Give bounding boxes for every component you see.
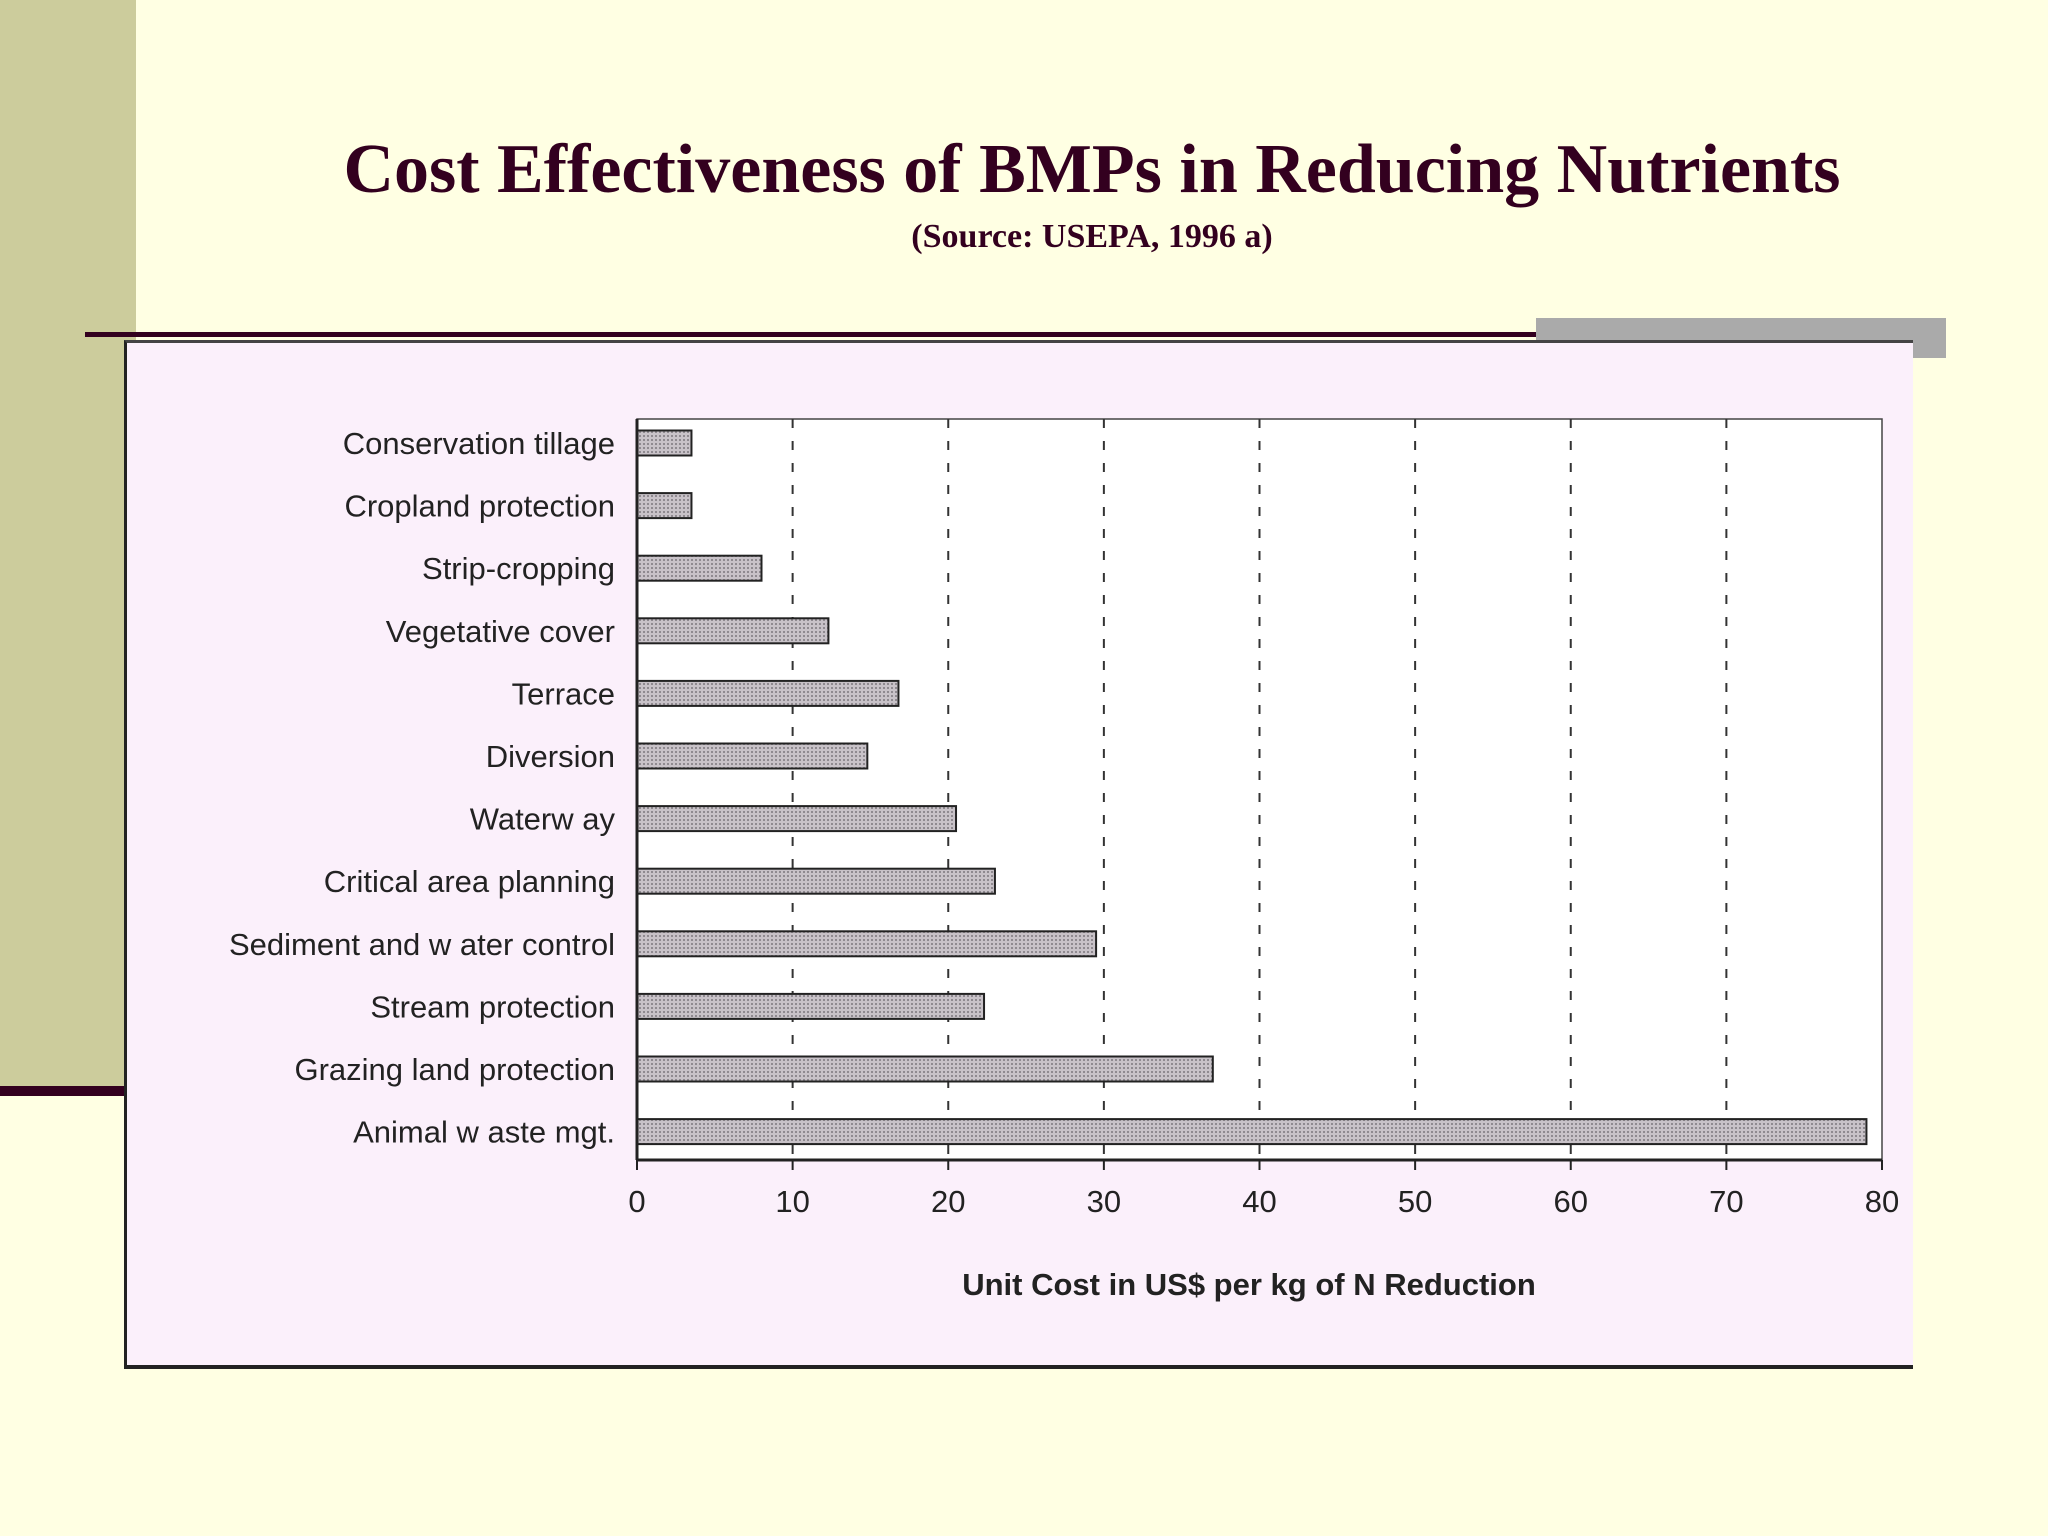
x-tick-label: 20	[931, 1184, 965, 1219]
category-label: Vegetative cover	[386, 614, 615, 649]
bar	[636, 1055, 1214, 1083]
category-label: Waterw ay	[470, 802, 616, 837]
category-label: Diversion	[486, 739, 615, 774]
bar	[636, 617, 830, 645]
category-label: Grazing land protection	[294, 1052, 615, 1087]
side-accent-bar-foot	[0, 1086, 136, 1096]
x-tick-label: 50	[1398, 1184, 1432, 1219]
bar	[636, 1118, 1868, 1146]
category-label: Conservation tillage	[343, 426, 615, 461]
category-label: Strip-cropping	[422, 551, 615, 586]
category-label: Terrace	[512, 676, 615, 711]
category-label: Critical area planning	[324, 864, 615, 899]
x-tick-label: 30	[1087, 1184, 1121, 1219]
category-label: Cropland protection	[344, 489, 615, 524]
x-tick-label: 60	[1554, 1184, 1588, 1219]
category-label: Stream protection	[370, 989, 615, 1024]
x-tick-label: 40	[1242, 1184, 1276, 1219]
bar	[636, 867, 996, 895]
bar	[636, 554, 763, 582]
bar	[636, 429, 693, 457]
bar	[636, 992, 986, 1020]
x-tick-label: 70	[1709, 1184, 1743, 1219]
bar	[636, 679, 900, 707]
slide-subtitle: (Source: USEPA, 1996 a)	[911, 218, 1273, 255]
x-tick-label: 80	[1865, 1184, 1899, 1219]
x-tick-label: 10	[775, 1184, 809, 1219]
title-rule-line	[85, 332, 1946, 337]
x-tick-label: 0	[628, 1184, 645, 1219]
bar	[636, 742, 869, 770]
side-accent-bar	[0, 0, 136, 1086]
bar	[636, 805, 958, 833]
x-axis-label: Unit Cost in US$ per kg of N Reduction	[962, 1267, 1536, 1302]
bar-chart: 0 10 20 30 40 50 60 70 80 Conservation tillage Cr…	[229, 418, 1899, 1302]
category-label: Sediment and w ater control	[229, 927, 615, 962]
slide-title: Cost Effectiveness of BMPs in Reducing N…	[343, 131, 1841, 208]
bar	[636, 930, 1098, 958]
category-label: Animal w aste mgt.	[353, 1115, 615, 1150]
chart-panel: 0 10 20 30 40 50 60 70 80 Conservation tillage Cr…	[124, 340, 1913, 1369]
bar	[636, 492, 693, 520]
